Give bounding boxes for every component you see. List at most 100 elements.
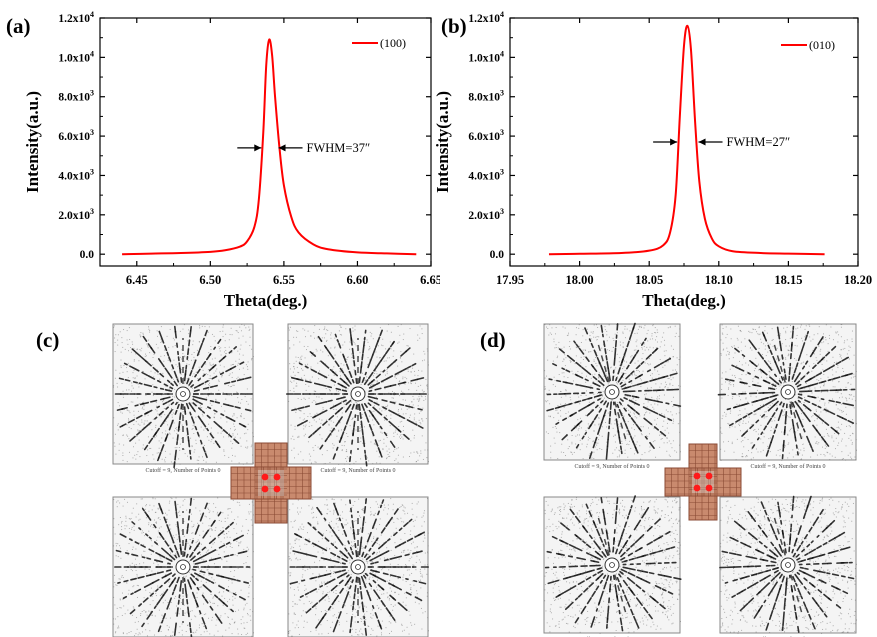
- noise-speck: [352, 360, 354, 362]
- noise-speck: [339, 392, 341, 394]
- noise-speck: [220, 354, 222, 356]
- noise-speck: [227, 385, 229, 387]
- noise-speck: [299, 358, 301, 360]
- diffraction-spot: [159, 397, 165, 401]
- noise-speck: [426, 386, 428, 388]
- noise-speck: [252, 551, 254, 553]
- noise-speck: [804, 397, 806, 399]
- noise-speck: [342, 533, 344, 535]
- noise-speck: [127, 377, 129, 379]
- noise-speck: [335, 409, 337, 411]
- noise-speck: [294, 603, 296, 605]
- noise-speck: [795, 431, 797, 433]
- noise-speck: [390, 590, 392, 592]
- noise-speck: [226, 560, 228, 562]
- noise-speck: [318, 619, 320, 621]
- noise-speck: [229, 623, 231, 625]
- noise-speck: [198, 587, 200, 589]
- noise-speck: [233, 528, 235, 530]
- noise-speck: [164, 461, 166, 463]
- noise-speck: [113, 586, 115, 588]
- noise-speck: [183, 614, 185, 616]
- noise-speck: [247, 632, 249, 634]
- diffraction-spot: [378, 544, 383, 550]
- y-tick-label: 2.0x103: [58, 207, 94, 222]
- noise-speck: [191, 532, 193, 534]
- noise-speck: [239, 542, 241, 544]
- noise-speck: [313, 337, 315, 339]
- noise-speck: [318, 588, 320, 590]
- diffraction-spot: [142, 597, 149, 603]
- noise-speck: [199, 327, 201, 329]
- noise-speck: [149, 611, 151, 613]
- noise-speck: [563, 346, 565, 348]
- noise-speck: [606, 349, 608, 351]
- noise-speck: [414, 623, 416, 625]
- beam-stop: [175, 386, 191, 402]
- diffraction-spot: [192, 398, 199, 403]
- diffraction-spot: [383, 558, 389, 562]
- noise-speck: [168, 524, 170, 526]
- noise-speck: [306, 365, 308, 367]
- noise-speck: [210, 364, 212, 366]
- noise-speck: [227, 601, 229, 603]
- noise-speck: [335, 590, 337, 592]
- noise-speck: [338, 440, 340, 442]
- noise-speck: [289, 509, 291, 511]
- noise-speck: [849, 346, 851, 348]
- noise-speck: [326, 540, 328, 542]
- noise-speck: [199, 572, 201, 574]
- noise-speck: [327, 513, 329, 515]
- diffraction-spot: [205, 529, 210, 534]
- noise-speck: [193, 432, 195, 434]
- diffraction-spot: [368, 596, 372, 602]
- noise-speck: [413, 584, 415, 586]
- noise-speck: [420, 395, 422, 397]
- noise-speck: [214, 340, 216, 342]
- noise-speck: [416, 550, 418, 552]
- noise-speck: [313, 390, 315, 392]
- noise-speck: [206, 569, 208, 571]
- noise-speck: [630, 374, 632, 376]
- noise-speck: [630, 447, 632, 449]
- noise-speck: [402, 509, 404, 511]
- noise-speck: [126, 633, 128, 635]
- diffraction-spot: [171, 573, 176, 577]
- noise-speck: [368, 426, 370, 428]
- noise-speck: [593, 451, 595, 453]
- noise-speck: [250, 511, 252, 513]
- noise-speck: [422, 360, 424, 362]
- noise-speck: [815, 410, 817, 412]
- noise-speck: [652, 325, 654, 327]
- noise-speck: [380, 609, 382, 611]
- noise-speck: [203, 631, 205, 633]
- noise-speck: [153, 519, 155, 521]
- noise-speck: [168, 358, 170, 360]
- noise-speck: [179, 597, 181, 599]
- noise-speck: [643, 327, 645, 329]
- diffraction-spot: [204, 624, 208, 630]
- noise-speck: [136, 628, 138, 630]
- noise-speck: [676, 357, 678, 359]
- noise-speck: [288, 633, 290, 635]
- noise-speck: [387, 357, 389, 359]
- noise-speck: [145, 505, 147, 507]
- noise-speck: [117, 423, 119, 425]
- diffraction-spot: [627, 413, 632, 418]
- noise-speck: [228, 346, 230, 348]
- noise-speck: [648, 358, 650, 360]
- noise-speck: [550, 445, 552, 447]
- diffraction-spot: [360, 536, 363, 543]
- noise-speck: [401, 434, 403, 436]
- noise-speck: [167, 602, 169, 604]
- noise-speck: [638, 371, 640, 373]
- diffraction-spot: [170, 382, 174, 387]
- diffraction-spot: [324, 581, 331, 585]
- noise-speck: [192, 532, 194, 534]
- noise-speck: [148, 610, 150, 612]
- noise-speck: [644, 349, 646, 351]
- noise-speck: [151, 429, 153, 431]
- noise-speck: [126, 339, 128, 341]
- diffraction-spot: [171, 364, 175, 370]
- noise-speck: [629, 440, 631, 442]
